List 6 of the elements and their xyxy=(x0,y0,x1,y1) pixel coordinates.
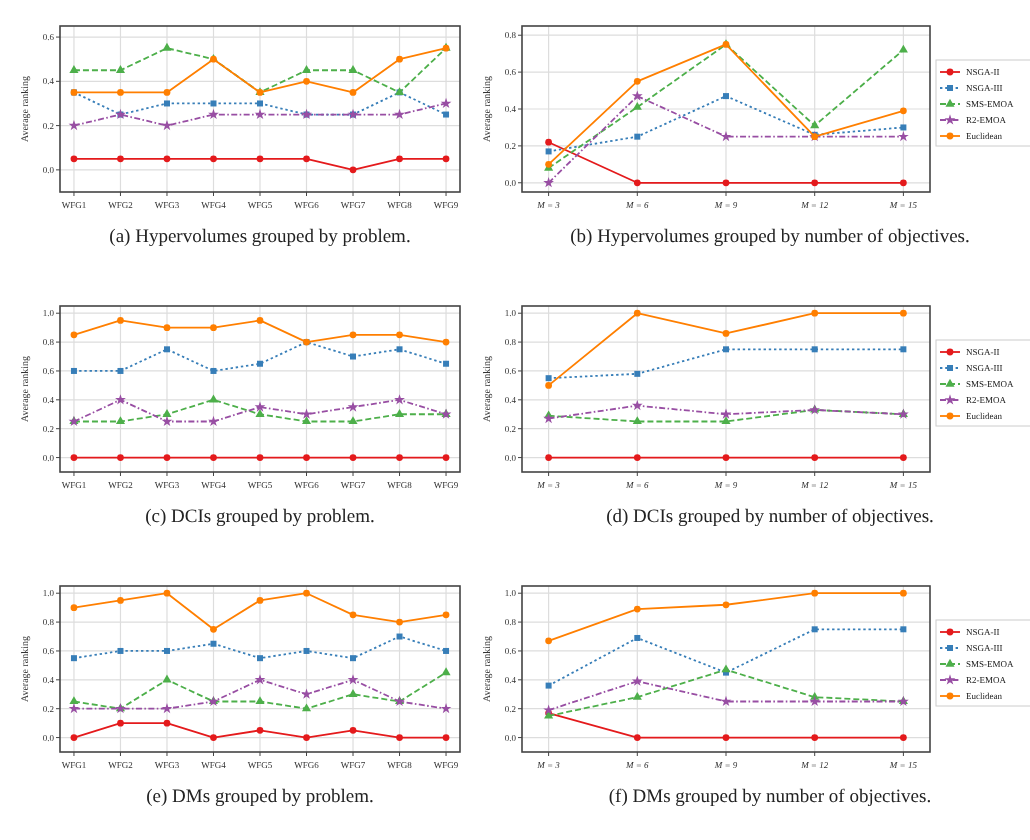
text: (a) Hypervolumes grouped by problem. xyxy=(109,228,411,248)
text: (f) DMs grouped by number of objectives. xyxy=(608,788,932,808)
text: (e) DMs grouped by problem. xyxy=(146,788,374,808)
text: (b) Hypervolumes grouped by number of objectives. xyxy=(570,228,970,248)
text: (c) DCIs grouped by problem. xyxy=(145,508,375,528)
text: (d) DCIs grouped by number of objectives. xyxy=(606,508,934,528)
